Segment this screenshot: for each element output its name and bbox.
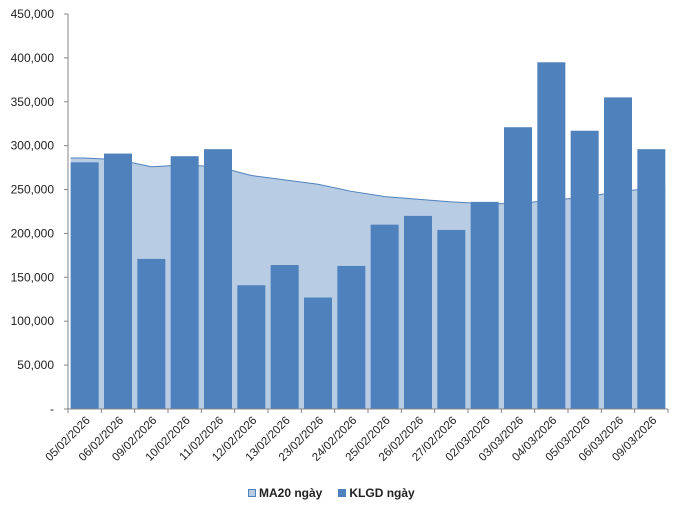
bar-klgd-09/02/2026 bbox=[137, 258, 166, 409]
bar-klgd-11/02/2026 bbox=[204, 149, 232, 409]
bar-klgd-10/02/2026 bbox=[170, 156, 199, 409]
bar-klgd-27/02/2026 bbox=[437, 229, 466, 409]
bar-klgd-05/03/2026 bbox=[570, 130, 599, 409]
legend-item-ma20: MA20 ngày bbox=[248, 486, 322, 500]
bar-klgd-02/03/2026 bbox=[470, 201, 499, 409]
y-tick-label: 450,000 bbox=[11, 7, 55, 21]
y-tick-label: 400,000 bbox=[11, 51, 55, 65]
bar-klgd-12/02/2026 bbox=[237, 285, 266, 409]
bar-klgd-06/03/2026 bbox=[604, 97, 632, 409]
klgd-bar-layer bbox=[70, 62, 666, 410]
y-tick-label: 150,000 bbox=[11, 270, 55, 284]
bar-klgd-05/02/2026 bbox=[70, 162, 99, 409]
legend-label-klgd: KLGD ngày bbox=[349, 486, 415, 500]
legend-swatch-klgd bbox=[338, 489, 347, 497]
legend-swatch-ma20 bbox=[248, 489, 256, 497]
bar-klgd-03/03/2026 bbox=[504, 127, 532, 409]
y-tick-label: 250,000 bbox=[11, 183, 55, 197]
bar-klgd-09/03/2026 bbox=[637, 149, 666, 409]
legend: MA20 ngày KLGD ngày bbox=[248, 486, 415, 500]
legend-item-klgd: KLGD ngày bbox=[338, 486, 415, 500]
bar-klgd-23/02/2026 bbox=[304, 297, 332, 409]
bar-klgd-06/02/2026 bbox=[104, 153, 132, 409]
legend-label-ma20: MA20 ngày bbox=[259, 486, 323, 500]
y-tick-label: 200,000 bbox=[11, 226, 55, 240]
y-tick-label: 100,000 bbox=[11, 314, 55, 328]
y-tick-label: 50,000 bbox=[17, 358, 54, 372]
bar-klgd-04/03/2026 bbox=[537, 62, 566, 410]
y-tick-label: 300,000 bbox=[11, 139, 55, 153]
bar-klgd-25/02/2026 bbox=[370, 224, 399, 409]
y-tick-label: - bbox=[50, 402, 54, 416]
bar-klgd-24/02/2026 bbox=[337, 265, 366, 409]
y-tick-label: 350,000 bbox=[11, 95, 55, 109]
bar-klgd-13/02/2026 bbox=[270, 265, 299, 409]
bar-klgd-26/02/2026 bbox=[404, 215, 432, 409]
